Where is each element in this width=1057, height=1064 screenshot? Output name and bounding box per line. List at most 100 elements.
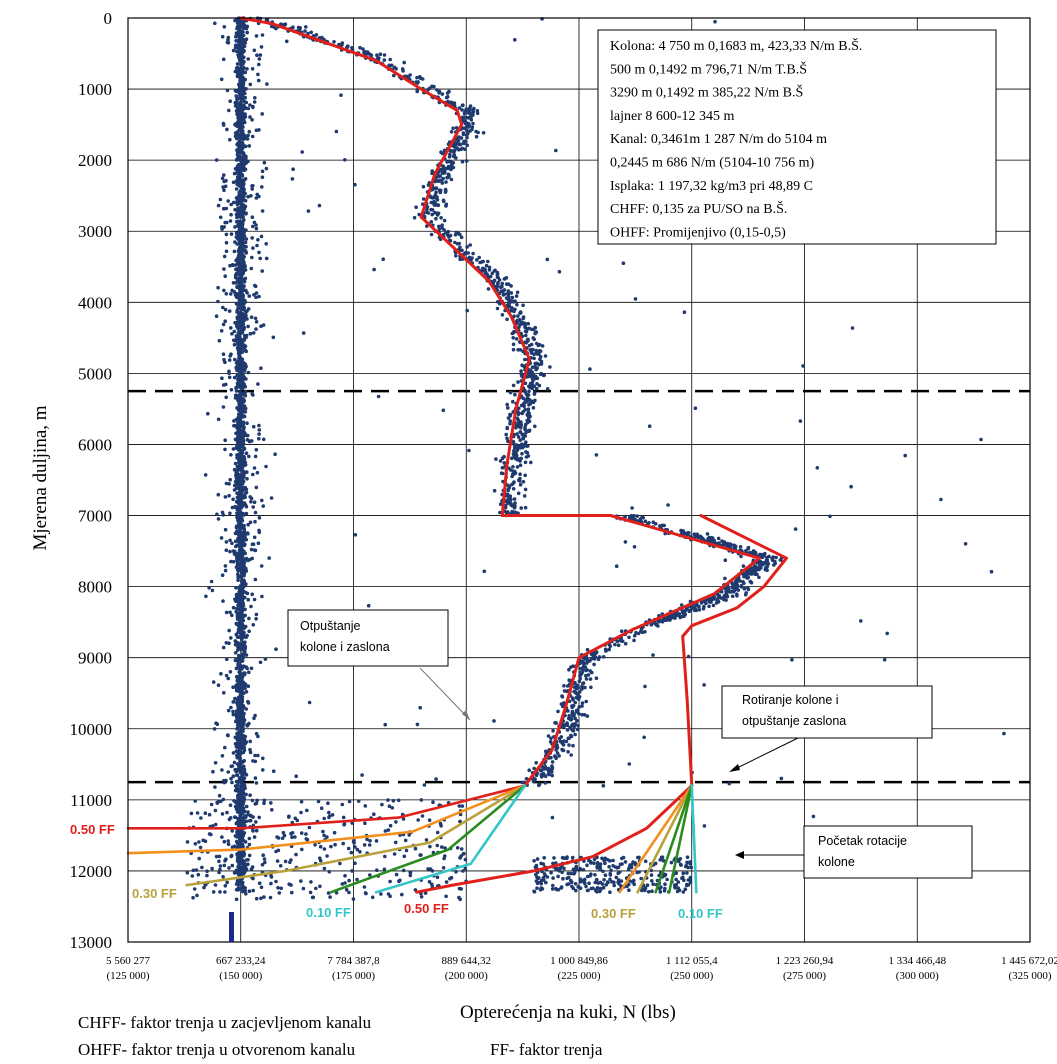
scatter-point	[237, 482, 242, 486]
scatter-point	[220, 768, 224, 772]
scatter-point	[300, 847, 304, 852]
scatter-point	[454, 231, 459, 235]
scatter-point	[523, 473, 527, 478]
scatter-point	[764, 560, 768, 565]
scatter-point	[236, 523, 241, 528]
scatter-point	[229, 326, 233, 330]
scatter-point	[242, 343, 246, 347]
scatter-point	[223, 360, 227, 365]
scatter-point	[388, 879, 392, 884]
scatter-point	[392, 852, 397, 856]
scatter-point	[257, 436, 261, 441]
scatter-point	[249, 500, 253, 504]
scatter-point	[539, 881, 543, 886]
scatter-point	[530, 386, 535, 391]
scatter-point	[243, 191, 247, 196]
scatter-point	[244, 892, 248, 896]
scatter-point	[233, 225, 237, 229]
scatter-point	[243, 240, 248, 245]
scatter-point	[237, 283, 242, 287]
scatter-point	[445, 160, 449, 164]
scatter-point	[427, 818, 432, 822]
scatter-point	[236, 645, 240, 649]
scatter-point	[755, 572, 759, 577]
scatter-point	[705, 532, 710, 536]
scatter-point	[226, 770, 230, 774]
scatter-point	[258, 660, 263, 665]
scatter-point	[243, 300, 248, 304]
scatter-point	[504, 510, 509, 515]
scatter-point	[236, 141, 240, 145]
scatter-point	[257, 62, 261, 67]
scatter-point	[236, 206, 240, 210]
scatter-point	[205, 869, 209, 873]
scatter-point	[550, 766, 555, 770]
scatter-point	[520, 451, 524, 456]
scatter-point	[239, 449, 244, 454]
scatter-point	[449, 130, 454, 134]
scatter-point	[237, 818, 241, 823]
scatter-point	[237, 866, 241, 871]
scatter-point	[260, 175, 265, 179]
scatter-point	[235, 551, 240, 556]
scatter-point	[560, 747, 564, 752]
scatter-point	[532, 392, 537, 396]
scatter-point	[242, 672, 247, 677]
scatter-point	[207, 812, 212, 817]
scatter-point	[250, 798, 255, 803]
scatter-point	[742, 586, 747, 591]
scatter-point	[218, 890, 222, 894]
scatter-point	[204, 594, 208, 599]
scatter-point	[221, 352, 226, 357]
scatter-point	[231, 549, 236, 553]
scatter-point	[222, 839, 227, 844]
scatter-point	[564, 739, 569, 744]
scatter-point	[237, 355, 242, 360]
scatter-point	[221, 123, 226, 127]
scatter-point	[463, 866, 468, 871]
scatter-point	[526, 337, 530, 342]
scatter-point	[233, 597, 237, 601]
scatter-point	[225, 657, 229, 662]
scatter-point	[439, 216, 443, 220]
scatter-point	[254, 291, 259, 295]
scatter-point	[256, 382, 260, 386]
scatter-point	[222, 179, 226, 184]
scatter-point	[252, 535, 257, 540]
scatter-point	[233, 293, 238, 297]
scatter-point	[254, 485, 259, 490]
scatter-point	[217, 870, 221, 875]
scatter-point	[233, 357, 237, 362]
scatter-point	[325, 854, 329, 858]
scatter-point	[239, 68, 243, 73]
scatter-point	[687, 531, 691, 535]
scatter-point	[228, 670, 233, 674]
scatter-point	[224, 673, 229, 678]
scatter-point	[247, 889, 252, 893]
scatter-point	[236, 763, 241, 767]
scatter-point	[506, 488, 511, 493]
scatter-point	[213, 21, 217, 26]
scatter-point	[614, 875, 619, 880]
scatter-point	[274, 879, 278, 884]
scatter-point	[527, 403, 531, 407]
scatter-point	[242, 248, 247, 252]
scatter-point	[244, 867, 249, 871]
scatter-point	[260, 498, 264, 503]
scatter-point	[333, 842, 337, 847]
scatter-point	[650, 879, 654, 883]
scatter-point	[250, 236, 254, 240]
scatter-point	[247, 129, 252, 134]
scatter-point	[239, 784, 243, 789]
scatter-point	[711, 603, 716, 608]
scatter-point	[242, 244, 246, 249]
scatter-point	[458, 245, 462, 250]
scatter-point	[347, 890, 351, 895]
scatter-point	[437, 91, 441, 95]
scatter-point	[233, 461, 238, 466]
scatter-point	[228, 137, 232, 142]
scatter-point	[234, 821, 239, 826]
scatter-point	[437, 224, 441, 229]
scatter-point	[238, 103, 243, 108]
scatter-point	[249, 194, 253, 198]
